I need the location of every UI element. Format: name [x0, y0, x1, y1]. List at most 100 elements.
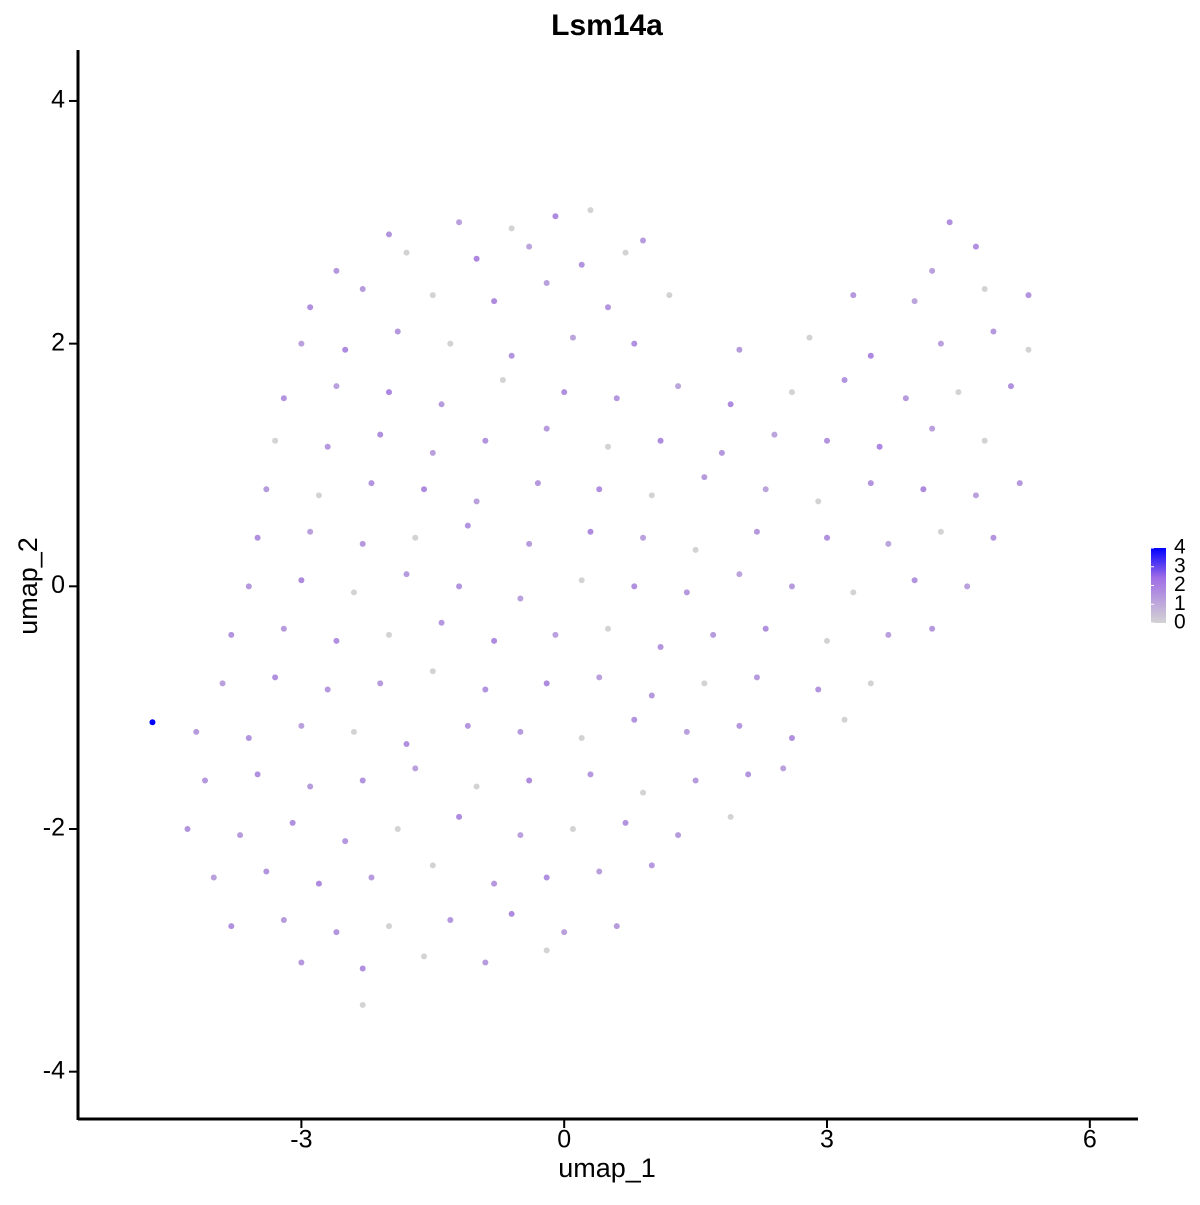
- point: [438, 619, 445, 626]
- point: [307, 528, 314, 535]
- point: [876, 443, 883, 450]
- point: [254, 771, 261, 778]
- point: [780, 765, 787, 772]
- point: [315, 880, 322, 887]
- point: [272, 674, 279, 681]
- point: [202, 777, 209, 784]
- point: [210, 874, 217, 881]
- point: [447, 340, 454, 347]
- point: [429, 668, 436, 675]
- point: [359, 1001, 366, 1008]
- point: [412, 765, 419, 772]
- point: [307, 304, 314, 311]
- point: [508, 352, 515, 359]
- point: [298, 577, 305, 584]
- point: [824, 637, 831, 644]
- point: [280, 917, 287, 924]
- point: [473, 255, 480, 262]
- point: [342, 838, 349, 845]
- point: [429, 862, 436, 869]
- point: [394, 825, 401, 832]
- point: [561, 389, 568, 396]
- point: [508, 225, 515, 232]
- point: [298, 959, 305, 966]
- point: [263, 486, 270, 493]
- point: [517, 832, 524, 839]
- point: [491, 880, 498, 887]
- point: [543, 680, 550, 687]
- point: [298, 340, 305, 347]
- point: [149, 719, 156, 726]
- point: [429, 292, 436, 299]
- point: [841, 716, 848, 723]
- point: [543, 425, 550, 432]
- chart-title: Lsm14a: [551, 9, 663, 42]
- point: [850, 292, 857, 299]
- point: [771, 431, 778, 438]
- point: [718, 449, 725, 456]
- point: [350, 589, 357, 596]
- point: [421, 953, 428, 960]
- point: [447, 917, 454, 924]
- point: [701, 474, 708, 481]
- colorbar-label: 2: [1174, 573, 1186, 596]
- point: [1025, 346, 1032, 353]
- point: [491, 298, 498, 305]
- point: [385, 231, 392, 238]
- point: [569, 334, 576, 341]
- y-tick-label: 4: [51, 86, 65, 114]
- point: [517, 728, 524, 735]
- point: [324, 686, 331, 693]
- point: [473, 498, 480, 505]
- point: [368, 480, 375, 487]
- point: [736, 722, 743, 729]
- point: [421, 486, 428, 493]
- point: [385, 631, 392, 638]
- point: [692, 546, 699, 553]
- point: [403, 741, 410, 748]
- point: [605, 625, 611, 632]
- point: [640, 789, 647, 796]
- point: [885, 540, 892, 547]
- point: [675, 832, 682, 839]
- point: [350, 728, 357, 735]
- point: [456, 583, 463, 590]
- point: [526, 540, 533, 547]
- point: [543, 874, 550, 881]
- point: [788, 389, 795, 396]
- point: [788, 734, 795, 741]
- point: [981, 437, 988, 444]
- point: [587, 771, 594, 778]
- point: [605, 443, 611, 450]
- y-tick-label: -2: [43, 814, 65, 842]
- point: [482, 437, 489, 444]
- point: [307, 783, 314, 790]
- point: [517, 595, 524, 602]
- point: [534, 480, 541, 487]
- point: [552, 631, 559, 638]
- point: [701, 680, 708, 687]
- point: [972, 492, 979, 499]
- point: [657, 643, 664, 650]
- point: [237, 832, 244, 839]
- point: [964, 583, 971, 590]
- point: [753, 528, 760, 535]
- x-tick-label: 0: [557, 1126, 571, 1154]
- colorbar-label: 1: [1174, 592, 1186, 615]
- point: [219, 680, 226, 687]
- point: [193, 728, 200, 735]
- x-tick-label: 3: [820, 1126, 834, 1154]
- point: [543, 947, 550, 954]
- point: [745, 771, 752, 778]
- point: [394, 328, 401, 335]
- point: [403, 571, 410, 578]
- point: [491, 637, 498, 644]
- point: [596, 674, 603, 681]
- point: [683, 589, 690, 596]
- point: [911, 577, 918, 584]
- point: [631, 716, 638, 723]
- point: [736, 346, 743, 353]
- colorbar-label: 3: [1174, 554, 1186, 577]
- point: [333, 929, 340, 936]
